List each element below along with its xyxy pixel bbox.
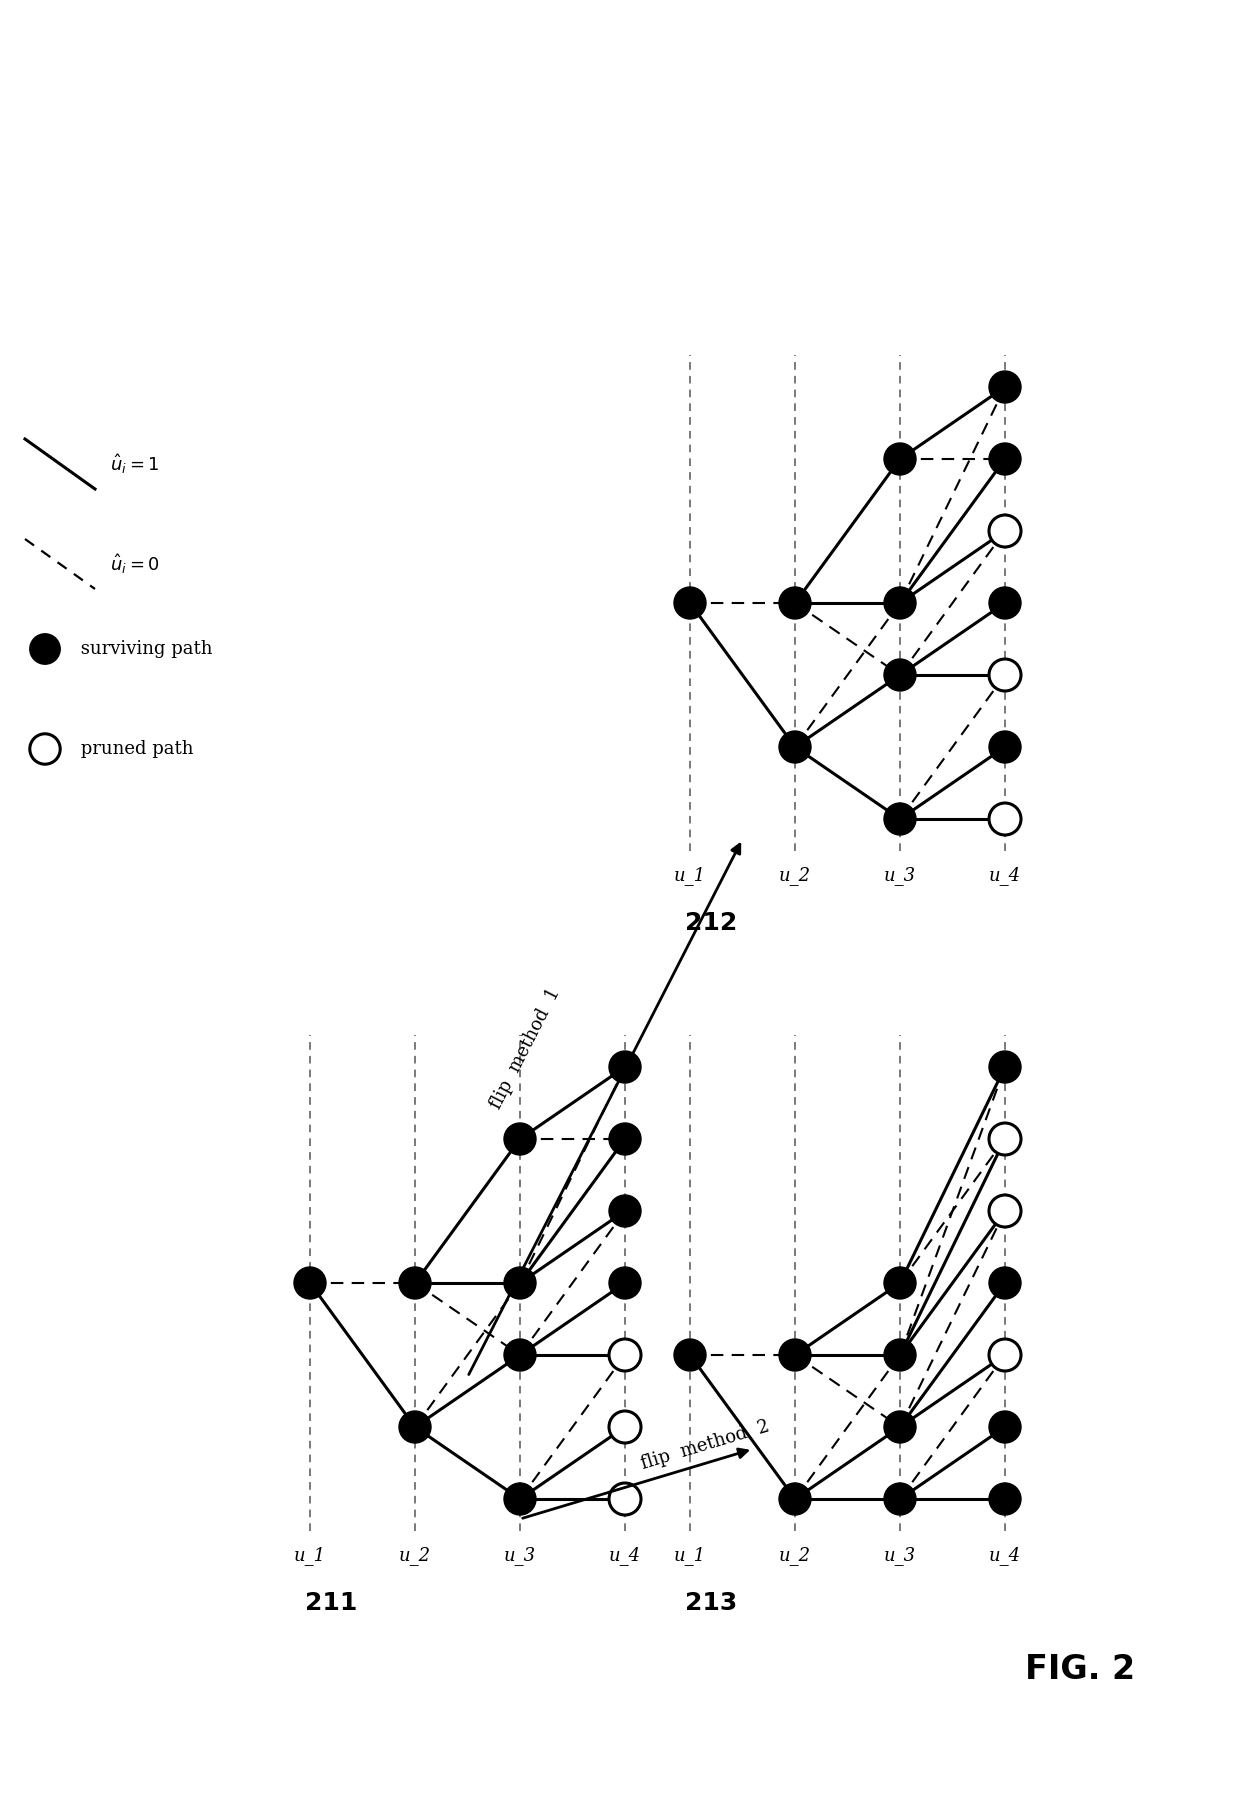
Circle shape: [609, 1412, 641, 1442]
Text: u_2: u_2: [779, 1546, 811, 1566]
Circle shape: [990, 1122, 1021, 1155]
Text: flip  method  1: flip method 1: [487, 986, 564, 1111]
Circle shape: [609, 1268, 641, 1299]
Text: u_4: u_4: [990, 866, 1021, 886]
Text: u_3: u_3: [503, 1546, 536, 1566]
Circle shape: [30, 733, 61, 764]
Text: 212: 212: [684, 911, 738, 935]
Circle shape: [779, 1482, 811, 1515]
Text: u_2: u_2: [399, 1546, 432, 1566]
Circle shape: [990, 515, 1021, 548]
Circle shape: [990, 731, 1021, 762]
Text: $\hat{u}_i = 0$: $\hat{u}_i = 0$: [110, 553, 160, 577]
Circle shape: [503, 1122, 536, 1155]
Text: u_1: u_1: [294, 1546, 326, 1566]
Circle shape: [990, 1412, 1021, 1442]
Circle shape: [884, 1268, 916, 1299]
Text: u_1: u_1: [673, 866, 706, 886]
Circle shape: [609, 1051, 641, 1082]
Circle shape: [990, 444, 1021, 475]
Text: flip  method  2: flip method 2: [639, 1417, 771, 1473]
Circle shape: [990, 802, 1021, 835]
Circle shape: [399, 1412, 432, 1442]
Circle shape: [399, 1268, 432, 1299]
Circle shape: [675, 588, 706, 618]
Text: u_4: u_4: [990, 1546, 1021, 1566]
Circle shape: [990, 658, 1021, 691]
Circle shape: [990, 1051, 1021, 1082]
Text: u_3: u_3: [884, 1546, 916, 1566]
Circle shape: [990, 1268, 1021, 1299]
Text: FIG. 2: FIG. 2: [1025, 1652, 1135, 1686]
Circle shape: [609, 1195, 641, 1228]
Circle shape: [884, 1482, 916, 1515]
Circle shape: [609, 1339, 641, 1372]
Circle shape: [884, 802, 916, 835]
Circle shape: [990, 1339, 1021, 1372]
Text: surviving path: surviving path: [74, 640, 212, 658]
Circle shape: [609, 1122, 641, 1155]
Circle shape: [779, 731, 811, 762]
Circle shape: [990, 371, 1021, 404]
Text: u_2: u_2: [779, 866, 811, 886]
Circle shape: [884, 658, 916, 691]
Text: $\hat{u}_i = 1$: $\hat{u}_i = 1$: [110, 453, 160, 477]
Text: u_1: u_1: [673, 1546, 706, 1566]
Circle shape: [503, 1482, 536, 1515]
Circle shape: [884, 1412, 916, 1442]
Text: u_3: u_3: [884, 866, 916, 886]
Circle shape: [990, 1195, 1021, 1228]
Circle shape: [884, 444, 916, 475]
Circle shape: [990, 588, 1021, 618]
Circle shape: [294, 1268, 326, 1299]
Circle shape: [503, 1268, 536, 1299]
Circle shape: [990, 1482, 1021, 1515]
Circle shape: [675, 1339, 706, 1372]
Circle shape: [30, 633, 61, 664]
Circle shape: [779, 1339, 811, 1372]
Text: pruned path: pruned path: [74, 740, 193, 759]
Circle shape: [779, 588, 811, 618]
Circle shape: [884, 1339, 916, 1372]
Circle shape: [503, 1339, 536, 1372]
Text: u_4: u_4: [609, 1546, 641, 1566]
Text: 213: 213: [684, 1592, 738, 1615]
Circle shape: [609, 1482, 641, 1515]
Circle shape: [884, 588, 916, 618]
Text: 211: 211: [305, 1592, 357, 1615]
